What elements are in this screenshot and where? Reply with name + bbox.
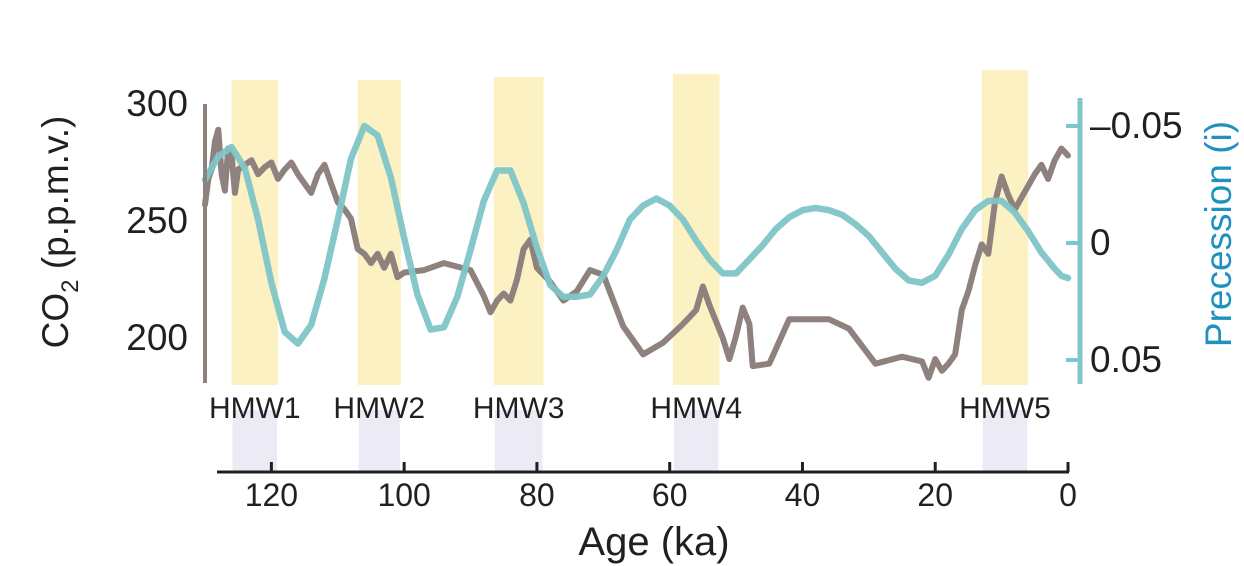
band-hmw1-lower (232, 410, 278, 471)
band-label-hmw3: HMW3 (473, 392, 565, 425)
band-hmw5 (981, 70, 1029, 385)
band-label-hmw4: HMW4 (650, 392, 742, 425)
right-tick-label-0: –0.05 (1090, 105, 1183, 146)
x-axis-title: Age (ka) (578, 520, 729, 564)
right-axis-title: Precession (i) (1198, 121, 1239, 347)
band-label-hmw1: HMW1 (209, 392, 301, 425)
left-tick-label-250: 250 (126, 200, 188, 241)
x-tick-label-100: 100 (377, 477, 430, 513)
left-axis-title-main: CO (35, 293, 76, 349)
right-tick-label-1: 0 (1090, 222, 1111, 263)
x-tick-label-80: 80 (519, 477, 555, 513)
band-hmw5-lower (982, 410, 1028, 471)
band-hmw3 (493, 77, 544, 385)
x-tick-label-120: 120 (245, 477, 298, 513)
left-axis-title-units: (p.p.m.v.) (35, 116, 76, 280)
band-hmw4 (673, 74, 720, 385)
left-axis-title-subscript: 2 (57, 279, 84, 292)
hmw-bands-lower (232, 410, 1028, 471)
series-line-precession (201, 122, 1072, 347)
band-hmw4-lower (674, 410, 719, 471)
band-label-hmw2: HMW2 (333, 392, 425, 425)
hmw-band-labels: HMW1 HMW2 HMW3 HMW4 HMW5 (209, 392, 1051, 425)
band-hmw3-lower (494, 410, 543, 471)
left-tick-label-300: 300 (126, 83, 188, 124)
left-tick-label-200: 200 (126, 317, 188, 358)
series-layer (201, 122, 1072, 381)
x-tick-label-20: 20 (917, 477, 953, 513)
band-label-hmw5: HMW5 (959, 392, 1051, 425)
x-tick-label-60: 60 (652, 477, 688, 513)
left-axis-title: CO2 (p.p.m.v.) (35, 116, 84, 349)
band-hmw1 (231, 80, 279, 385)
x-tick-label-40: 40 (785, 477, 821, 513)
series-line-co2 (202, 126, 1071, 381)
right-tick-label-2: 0.05 (1090, 339, 1162, 380)
band-hmw2-lower (358, 410, 400, 471)
x-tick-label-0: 0 (1059, 477, 1077, 513)
